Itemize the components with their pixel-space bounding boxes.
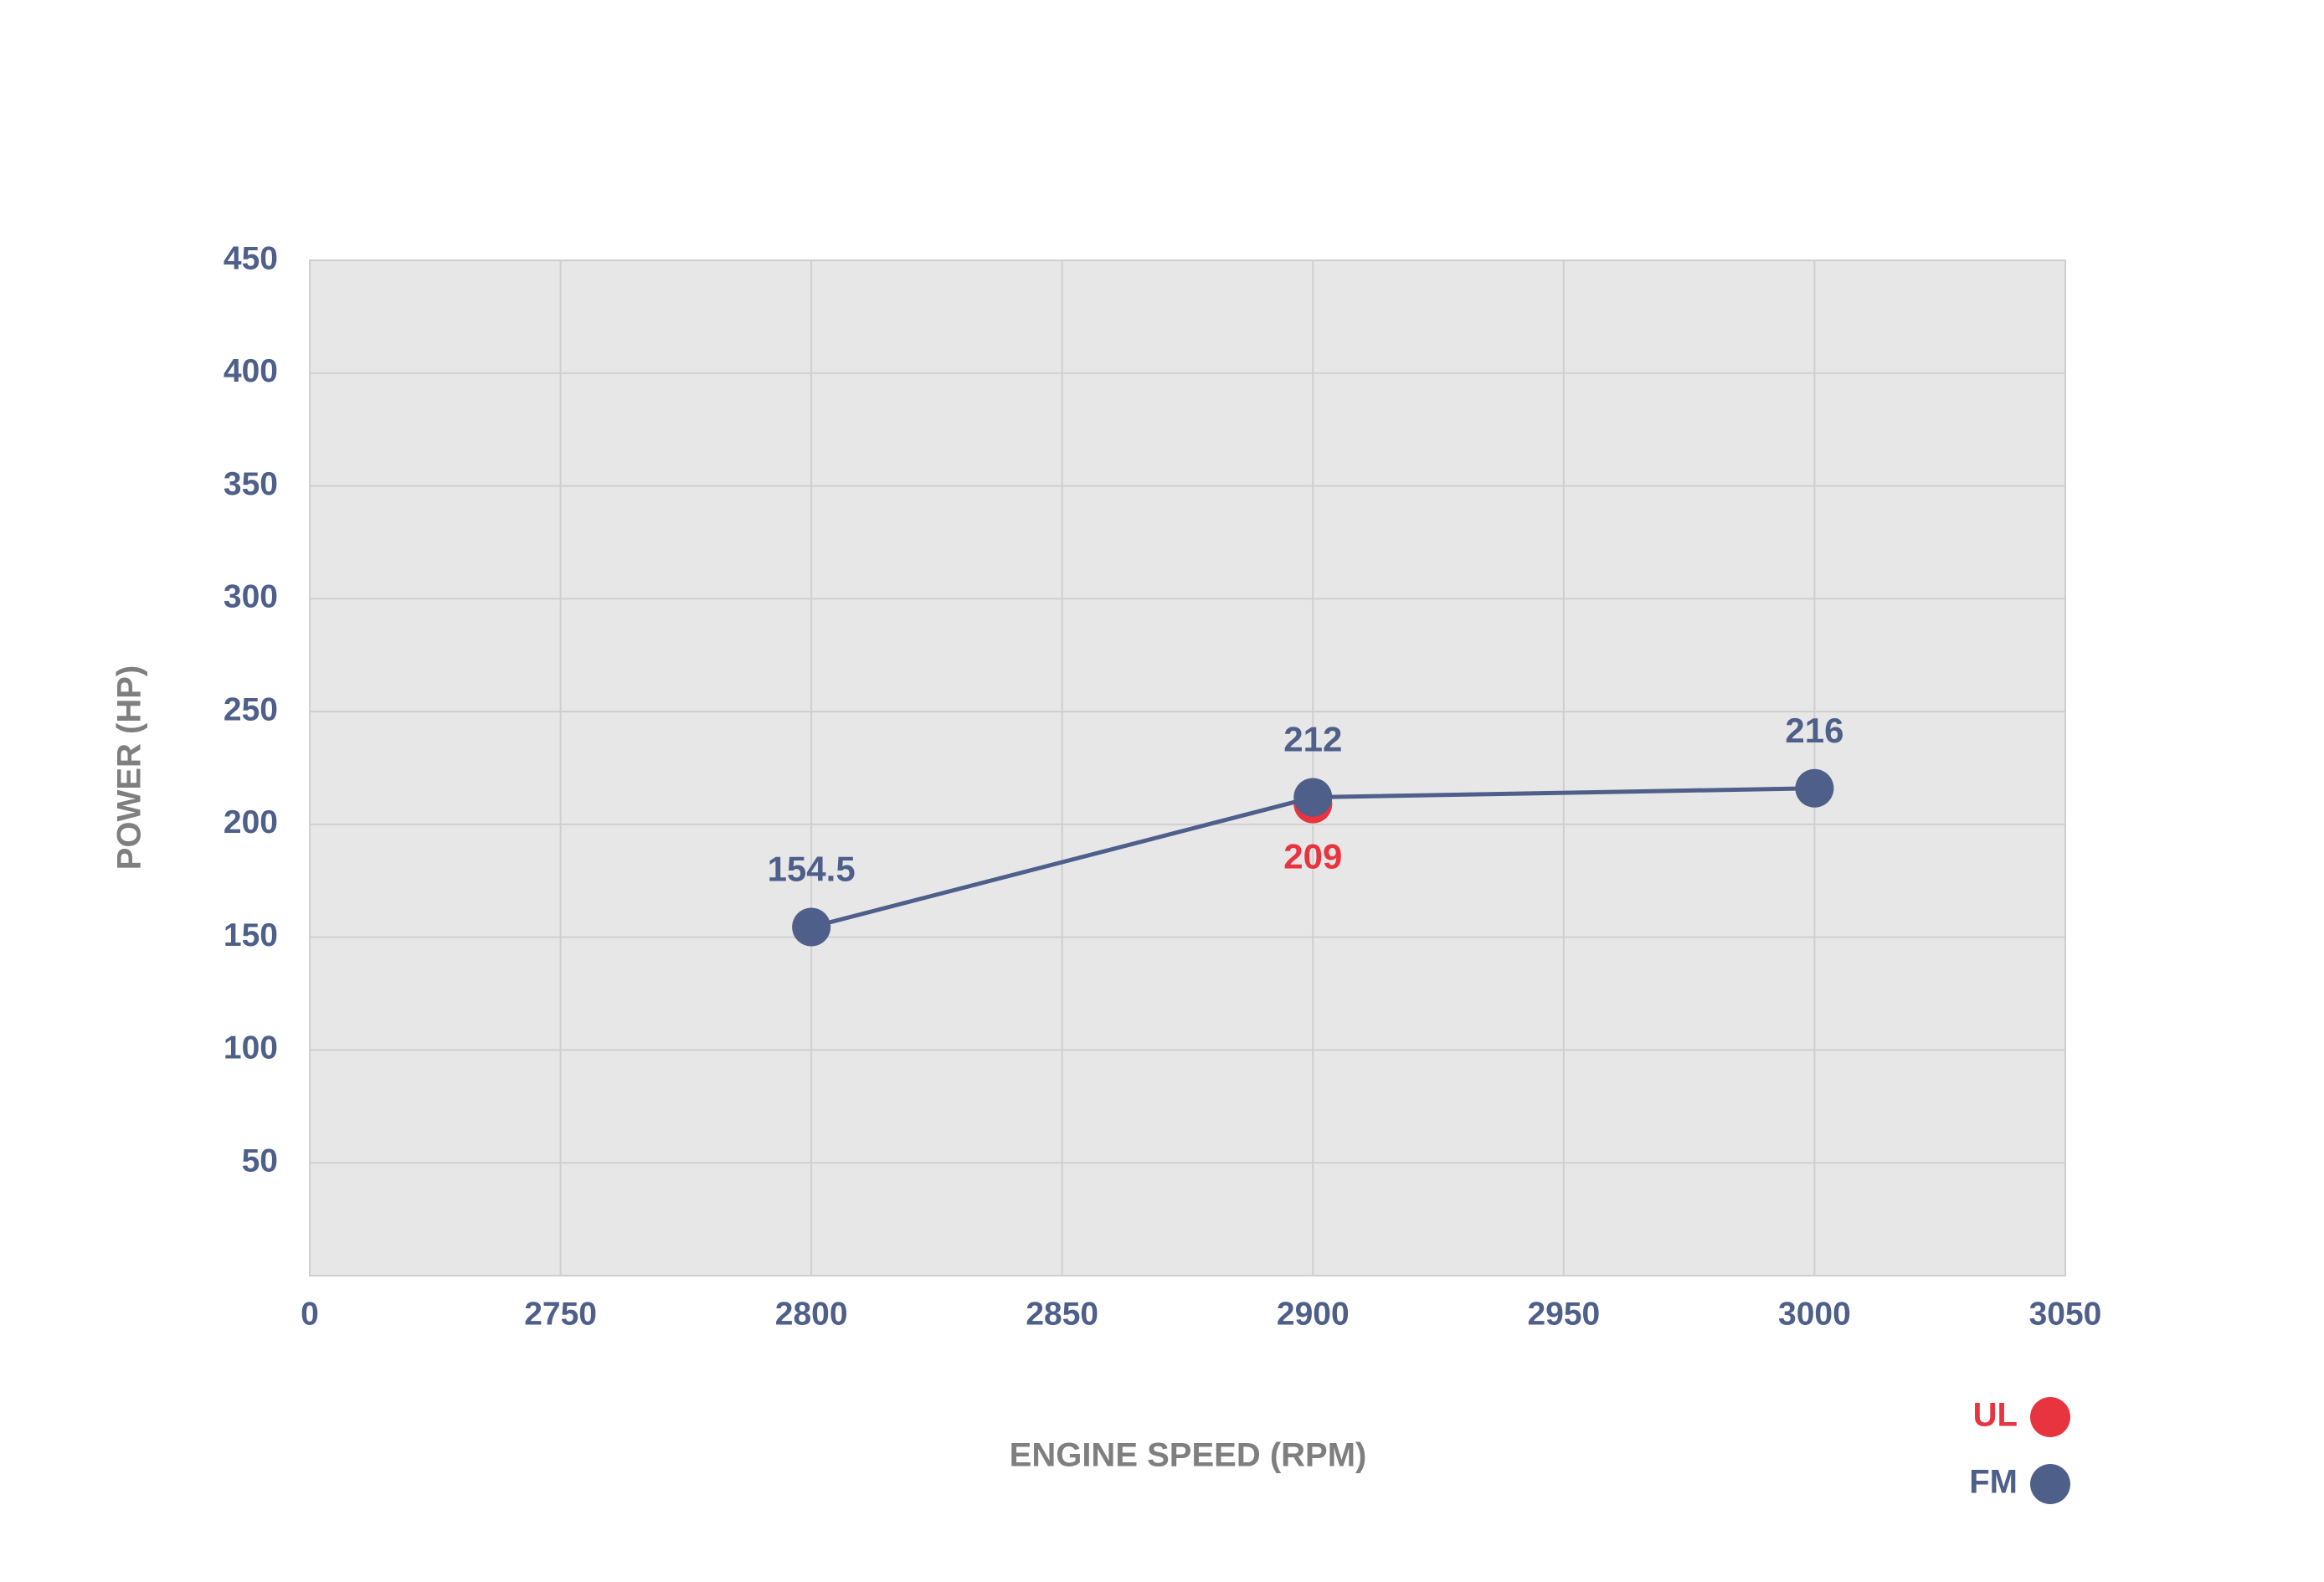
x-tick-label: 0 <box>301 1296 319 1332</box>
x-tick-label: 2800 <box>775 1296 848 1332</box>
legend-marker <box>2030 1464 2070 1504</box>
data-label: 216 <box>1785 711 1843 750</box>
y-tick-label: 200 <box>224 804 278 840</box>
data-label: 209 <box>1283 837 1342 876</box>
y-tick-label: 250 <box>224 691 278 727</box>
y-tick-label: 50 <box>242 1143 278 1179</box>
x-tick-label: 2950 <box>1527 1296 1600 1332</box>
y-tick-label: 400 <box>224 353 278 389</box>
data-point <box>1795 768 1834 808</box>
x-tick-label: 3000 <box>1778 1296 1851 1332</box>
legend-label: FM <box>1969 1464 2018 1501</box>
data-point <box>1293 778 1333 817</box>
y-axis-title: POWER (HP) <box>111 665 148 870</box>
legend-label: UL <box>1973 1397 2018 1434</box>
x-tick-label: 2750 <box>524 1296 597 1332</box>
y-tick-label: 300 <box>224 579 278 615</box>
legend-marker <box>2030 1397 2070 1437</box>
x-tick-label: 2900 <box>1277 1296 1350 1332</box>
plot-area <box>309 259 2066 1276</box>
y-tick-label: 350 <box>224 466 278 502</box>
y-tick-label: 450 <box>224 240 278 276</box>
y-tick-label: 150 <box>224 917 278 953</box>
y-tick-label: 100 <box>224 1030 278 1066</box>
data-label: 212 <box>1283 720 1342 759</box>
data-label: 154.5 <box>768 850 856 889</box>
x-axis-title: ENGINE SPEED (RPM) <box>1010 1437 1367 1474</box>
x-tick-label: 3050 <box>2029 1296 2102 1332</box>
x-tick-label: 2850 <box>1026 1296 1098 1332</box>
data-point <box>792 907 831 947</box>
